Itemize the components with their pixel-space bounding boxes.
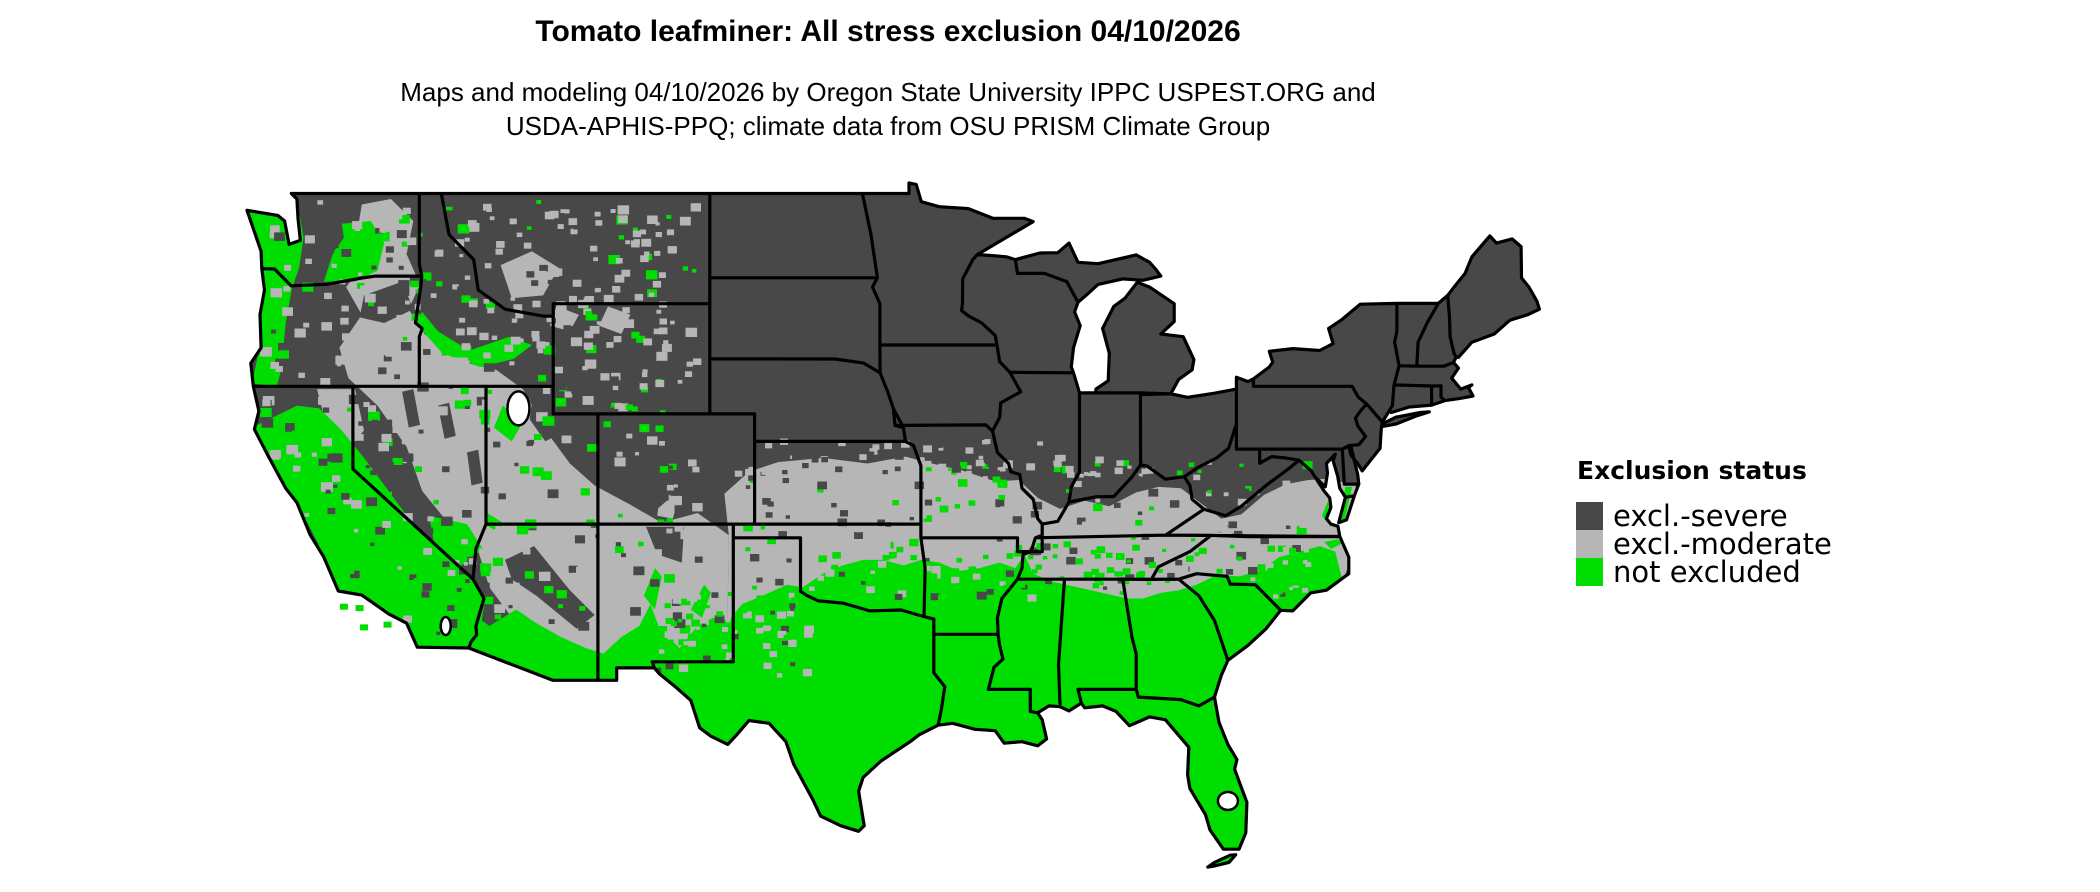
- legend-title: Exclusion status: [1577, 456, 1807, 485]
- legend: Exclusion status excl.-severe excl.-mode…: [1576, 456, 1832, 589]
- header: Tomato leafminer: All stress exclusion 0…: [238, 14, 1538, 143]
- legend-swatch-moderate: [1576, 530, 1603, 558]
- legend-label-moderate: excl.-moderate: [1613, 527, 1832, 561]
- map-subtitle: Maps and modeling 04/10/2026 by Oregon S…: [238, 75, 1538, 143]
- map-title: Tomato leafminer: All stress exclusion 0…: [535, 15, 1241, 48]
- legend-swatch-severe: [1576, 502, 1603, 530]
- legend-rows: excl.-severe excl.-moderate not excluded: [1576, 499, 1832, 589]
- lakes: [439, 390, 1240, 812]
- legend-label-severe: excl.-severe: [1613, 499, 1788, 533]
- legend-item-not-excluded: not excluded: [1576, 555, 1832, 589]
- legend-item-severe: excl.-severe: [1576, 499, 1832, 533]
- legend-label-not-excluded: not excluded: [1613, 555, 1801, 589]
- state-borders: [245, 181, 1541, 869]
- map-speckle: [255, 197, 1313, 678]
- legend-swatch-not-excluded: [1576, 558, 1603, 586]
- subtitle-line-2: USDA-APHIS-PPQ; climate data from OSU PR…: [505, 111, 1271, 141]
- legend-item-moderate: excl.-moderate: [1576, 527, 1832, 561]
- subtitle-line-1: Maps and modeling 04/10/2026 by Oregon S…: [400, 77, 1376, 107]
